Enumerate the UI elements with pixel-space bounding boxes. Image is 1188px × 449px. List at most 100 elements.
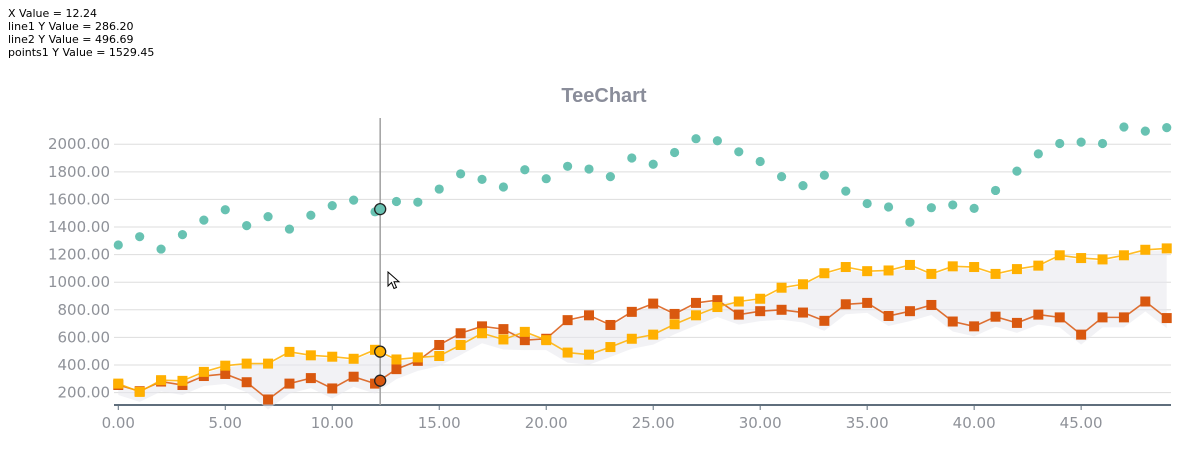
line1-point xyxy=(733,309,744,320)
points1-point xyxy=(798,181,808,191)
line2-point xyxy=(134,386,145,397)
points1-point xyxy=(883,202,894,212)
y-tick-label: 800.00 xyxy=(58,301,111,319)
y-tick-label: 1800.00 xyxy=(48,163,110,181)
points1-point xyxy=(520,165,530,175)
points1-point xyxy=(477,174,487,185)
points1-point xyxy=(627,153,637,163)
line1-point xyxy=(1076,329,1087,340)
line2-point xyxy=(284,346,295,357)
line2-point xyxy=(605,342,616,353)
line1-point xyxy=(605,319,616,330)
line2-point xyxy=(819,268,830,279)
y-tick-label: 200.00 xyxy=(58,384,111,402)
points1-point xyxy=(306,210,316,220)
line2-point xyxy=(648,329,659,340)
line2-point xyxy=(1161,243,1172,254)
points1-cursor-point xyxy=(374,202,387,216)
points1-point xyxy=(434,184,444,194)
x-value-readout: X Value = 12.24 xyxy=(8,7,97,20)
y-tick-label: 1000.00 xyxy=(48,273,110,291)
x-tick-label: 25.00 xyxy=(632,414,675,432)
points1-point xyxy=(605,172,616,182)
points1-point xyxy=(1140,126,1150,136)
points1-point xyxy=(841,186,851,196)
line1-point xyxy=(1161,313,1172,324)
points1-point xyxy=(156,244,166,254)
x-tick-label: 0.00 xyxy=(102,414,135,432)
line2-point xyxy=(1076,253,1087,264)
line2-value-readout: line2 Y Value = 496.69 xyxy=(8,33,134,46)
points1-point xyxy=(926,203,936,213)
points1-point xyxy=(1055,138,1065,149)
line2-point xyxy=(1033,260,1044,271)
line2-point xyxy=(797,279,808,290)
line1-point xyxy=(327,383,338,394)
line1-point xyxy=(990,311,1001,322)
line1-point xyxy=(840,299,851,310)
points1-point xyxy=(776,172,787,182)
line1-point xyxy=(562,315,573,326)
mouse-pointer-icon xyxy=(387,271,401,290)
line2-point xyxy=(156,375,167,386)
line2-point xyxy=(862,266,873,277)
points1-point xyxy=(691,134,701,144)
line2-point xyxy=(455,339,466,350)
line2-point xyxy=(541,335,552,346)
x-tick-label: 5.00 xyxy=(209,414,242,432)
line1-point xyxy=(391,364,402,375)
line1-point xyxy=(434,339,445,350)
y-axis-tick-labels: 200.00 400.00 600.00 800.00 1000.00 1200.00 14… xyxy=(48,135,110,401)
line1-point xyxy=(776,304,787,315)
line2-point xyxy=(348,353,359,364)
line2-point xyxy=(840,262,851,273)
points1-point xyxy=(969,203,979,213)
line1-point xyxy=(755,306,766,317)
x-tick-label: 30.00 xyxy=(739,414,782,432)
points1-point xyxy=(263,212,273,222)
line1-point xyxy=(584,310,595,321)
line2-cursor-point xyxy=(374,345,387,358)
y-tick-label: 1200.00 xyxy=(48,246,110,264)
line2-point xyxy=(926,268,937,279)
points1-point xyxy=(990,185,1001,196)
line1-point xyxy=(819,315,830,326)
line2-point xyxy=(969,262,980,273)
points1-point xyxy=(648,159,658,169)
line2-point xyxy=(1097,254,1108,265)
line1-point xyxy=(348,371,359,382)
points1-point xyxy=(349,195,359,205)
line2-point xyxy=(498,334,509,345)
points1-point xyxy=(135,232,145,242)
points1-point xyxy=(905,217,915,227)
line1-point xyxy=(947,316,958,327)
x-axis-tick-labels: 0.00 5.00 10.00 15.00 20.00 25.00 30.00 35.00 40… xyxy=(102,414,1103,432)
series-layer xyxy=(113,122,1172,410)
line1-point xyxy=(498,324,509,335)
line1-point xyxy=(712,295,723,306)
line2-point xyxy=(198,366,209,377)
line2-point xyxy=(434,351,445,362)
line2-point xyxy=(990,268,1001,279)
points1-point xyxy=(413,197,423,207)
chart-title: TeeChart xyxy=(561,85,647,107)
line1-point xyxy=(1054,312,1065,323)
line1-cursor-point xyxy=(374,374,387,387)
line2-point xyxy=(776,282,787,293)
points1-point xyxy=(391,196,402,207)
line1-point xyxy=(1118,312,1129,323)
points1-point xyxy=(242,221,252,231)
line1-point xyxy=(669,308,680,319)
line2-point xyxy=(669,319,680,330)
cursor-highlight-points xyxy=(374,202,387,387)
line2-point xyxy=(477,328,488,339)
points1-point xyxy=(498,182,509,192)
line1-point xyxy=(1011,317,1022,328)
line1-point xyxy=(284,378,295,389)
points1-point xyxy=(177,229,188,240)
x-tick-label: 15.00 xyxy=(418,414,461,432)
points1-point xyxy=(1119,122,1129,132)
line2-point xyxy=(263,358,274,369)
points1-point xyxy=(1012,166,1022,176)
